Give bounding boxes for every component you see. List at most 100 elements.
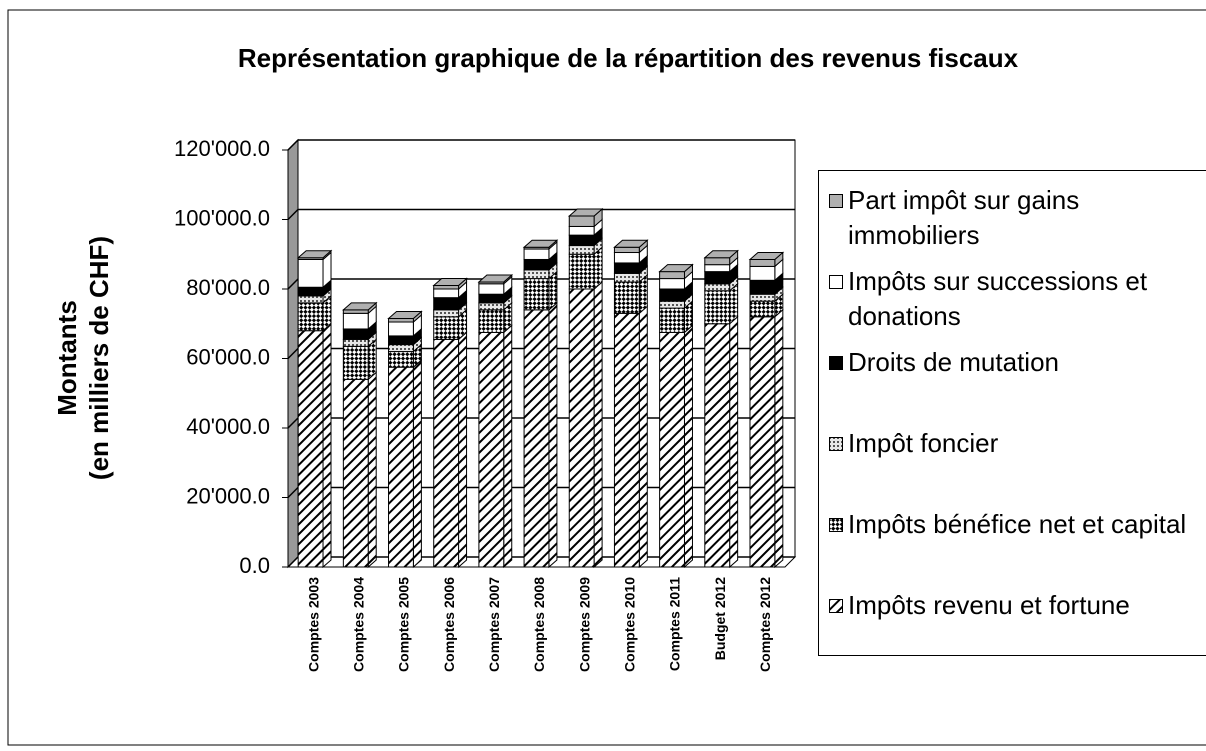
bar-segment	[297, 286, 324, 297]
bar-segment	[388, 366, 414, 568]
legend-label: Droits de mutation	[848, 347, 1059, 377]
x-tick-label: Comptes 2003	[305, 577, 321, 672]
bar-segment	[388, 344, 414, 353]
bar-side	[503, 324, 513, 569]
bar-segment	[433, 316, 460, 340]
bar-segment	[659, 271, 685, 280]
y-tick-label: 20'000.0	[186, 483, 270, 508]
bar-segment	[568, 288, 595, 568]
bar-segment	[749, 293, 776, 302]
x-tick-label: Budget 2012	[712, 577, 728, 660]
bar-segment	[388, 335, 414, 346]
legend-swatch-fill	[829, 518, 843, 532]
bar-segment	[704, 323, 731, 568]
bar-segment	[433, 297, 460, 311]
bar-segment	[388, 351, 414, 368]
bar-segment	[478, 293, 505, 304]
bar-segment	[704, 257, 731, 266]
bar-side	[593, 280, 603, 569]
bar-top	[613, 239, 649, 248]
legend-item: Impôts bénéfice net et capital	[829, 507, 1206, 588]
bar-side	[729, 315, 739, 569]
legend-swatch	[829, 194, 843, 208]
bar-side	[774, 308, 784, 569]
bar-side	[683, 324, 693, 569]
x-tick-label: Comptes 2007	[486, 577, 502, 672]
bar-segment	[749, 316, 776, 568]
bar-segment	[749, 265, 776, 281]
bar-segment	[342, 378, 369, 568]
legend-swatch-fill	[829, 275, 843, 289]
bar-segment	[749, 258, 776, 267]
grid-line	[287, 139, 795, 151]
legend-label: Part impôt sur gains immobiliers	[848, 185, 1080, 250]
bar-segment	[659, 288, 685, 302]
legend-label: Impôt foncier	[848, 428, 999, 458]
bar-segment	[523, 278, 550, 311]
bar-segment	[613, 252, 640, 264]
legend-label: Impôts bénéfice net et capital	[848, 509, 1187, 539]
chart-title: Représentation graphique de la répartiti…	[237, 43, 1019, 73]
legend: Part impôt sur gains immobiliers Impôts s…	[818, 170, 1206, 656]
bar-segment	[297, 258, 324, 288]
legend-swatch	[829, 437, 843, 451]
bar-segment	[342, 338, 369, 347]
y-axis-title-line: (en milliers de CHF)	[84, 236, 114, 480]
legend-item: Impôt foncier	[829, 426, 1206, 507]
bar-segment	[342, 309, 369, 314]
x-tick-label: Comptes 2006	[441, 577, 457, 672]
y-tick-label: 100'000.0	[174, 205, 270, 230]
bar-top	[477, 274, 514, 283]
bar-top	[387, 311, 423, 320]
y-tick-label: 40'000.0	[186, 414, 270, 439]
bar-top	[703, 250, 739, 259]
bar-segment	[704, 264, 731, 273]
legend-swatch-fill	[829, 356, 843, 370]
bar-segment	[568, 234, 595, 247]
legend-swatch	[829, 518, 843, 532]
bar-segment	[478, 331, 505, 568]
legend-swatch	[829, 275, 843, 289]
bar-segment	[342, 312, 369, 330]
y-axis-title: Montants(en milliers de CHF)	[52, 236, 114, 480]
bar-segment	[478, 302, 505, 311]
bar-top	[567, 208, 604, 217]
bar-segment	[568, 245, 595, 255]
bar-segment	[478, 283, 505, 295]
legend-item: Part impôt sur gains immobiliers	[829, 183, 1206, 264]
legend-swatch	[829, 599, 843, 613]
x-tick-label: Comptes 2008	[531, 577, 547, 672]
bar-segment	[433, 288, 460, 299]
bar-segment	[568, 225, 595, 236]
bar-segment	[749, 300, 776, 318]
x-tick-label: Comptes 2010	[622, 577, 638, 672]
bar-segment	[297, 295, 324, 304]
bar-segment	[659, 307, 685, 333]
bar-segment	[568, 253, 595, 290]
bar-segment	[523, 248, 550, 260]
bar-segment	[613, 262, 640, 274]
y-tick-label: 80'000.0	[186, 275, 270, 300]
bar-segment	[704, 283, 731, 292]
bar-segment	[749, 279, 776, 295]
bar-top	[432, 278, 468, 287]
y-tick-label: 120'000.0	[174, 136, 270, 161]
legend-item: Impôts sur successions et donations	[829, 264, 1206, 345]
legend-swatch-fill	[829, 599, 843, 613]
bar-segment	[433, 338, 460, 568]
bar-segment	[297, 330, 324, 568]
legend-swatch-fill	[829, 437, 843, 451]
bar-segment	[704, 271, 731, 285]
bar-segment	[568, 215, 595, 227]
legend-item: Impôts revenu et fortune	[829, 588, 1206, 669]
legend-label: Impôts sur successions et donations	[848, 266, 1148, 331]
legend-label: Impôts revenu et fortune	[848, 590, 1130, 620]
bar-side	[638, 305, 648, 569]
bar-segment	[659, 278, 685, 290]
bar-side	[367, 371, 377, 569]
bar-side	[322, 322, 332, 569]
x-tick-label: Comptes 2004	[350, 577, 366, 672]
legend-swatch	[829, 356, 843, 370]
bar-segment	[704, 290, 731, 325]
x-tick-label: Comptes 2005	[396, 577, 412, 672]
